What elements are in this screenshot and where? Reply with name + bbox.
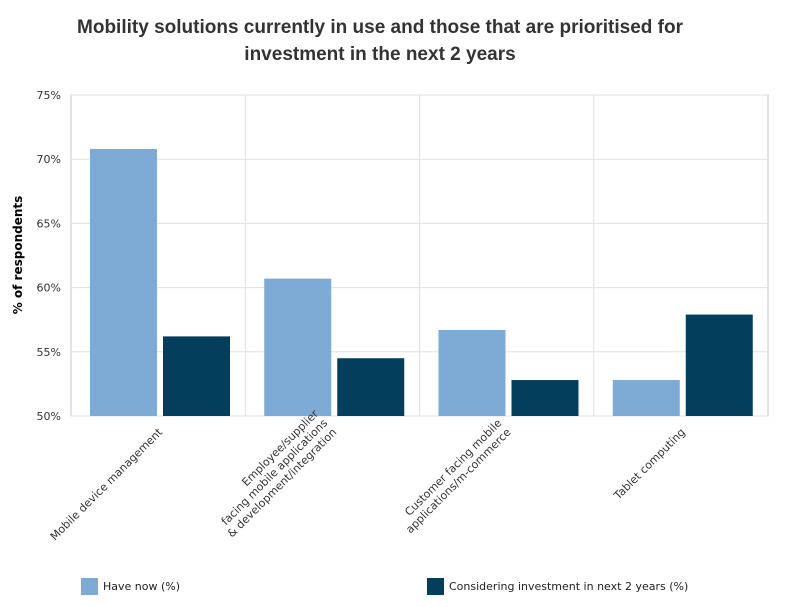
chart-title-line: Mobility solutions currently in use and … [77, 17, 683, 38]
chart-title: Mobility solutions currently in use and … [0, 14, 760, 68]
legend-swatch-considering [427, 578, 444, 595]
bar-considering[interactable] [337, 358, 405, 416]
y-tick-label: 70% [37, 153, 61, 166]
chart-title-line: investment in the next 2 years [244, 44, 516, 65]
x-category-label-line: Tablet computing [611, 426, 688, 503]
bar-have-now[interactable] [264, 278, 332, 416]
bar-have-now[interactable] [438, 329, 506, 416]
legend-label: Have now (%) [103, 580, 181, 593]
legend-swatch-have-now [81, 578, 98, 595]
y-tick-label: 60% [37, 282, 61, 295]
legend-label: Considering investment in next 2 years (… [449, 580, 689, 593]
y-axis-ticks: 50% 55% 60% 65% 70% 75% [37, 89, 61, 423]
x-category-label: Customer facing mobileapplications/m-com… [402, 416, 513, 536]
x-category-label-line: Mobile device management [48, 425, 166, 543]
bar-considering[interactable] [163, 336, 230, 416]
x-category-label-line: Customer facing mobile [402, 416, 504, 518]
bar-considering[interactable] [511, 380, 579, 416]
x-category-label: Mobile device management [48, 425, 166, 543]
bars [90, 148, 753, 417]
bar-have-now[interactable] [612, 380, 680, 416]
y-tick-label: 75% [37, 89, 61, 102]
bar-considering[interactable] [685, 314, 753, 416]
x-category-label: Tablet computing [611, 426, 688, 503]
legend-item-have-now[interactable]: Have now (%) [81, 578, 180, 595]
y-axis-label: % of respondents [11, 196, 25, 315]
y-tick-label: 50% [37, 410, 61, 423]
y-tick-label: 55% [37, 346, 61, 359]
y-tick-label: 65% [37, 217, 61, 230]
x-category-label-line: applications/m-commerce [403, 426, 513, 536]
legend-item-considering[interactable]: Considering investment in next 2 years (… [427, 578, 688, 595]
x-category-label-line: facing mobile applications [219, 416, 330, 527]
bar-have-now[interactable] [90, 148, 157, 417]
x-axis-labels: Mobile device management Employee/supplie… [48, 407, 688, 543]
